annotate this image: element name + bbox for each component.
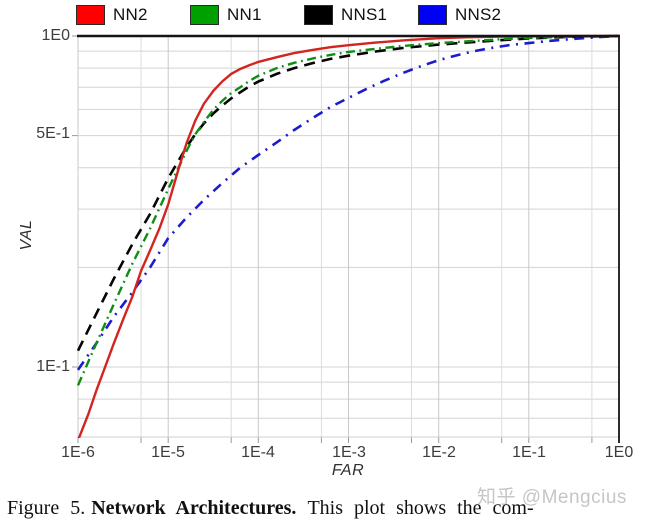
x-tick-1e-4: 1E-4 xyxy=(241,444,275,461)
x-tick-1e-5: 1E-5 xyxy=(151,444,185,461)
x-tick-1e-3: 1E-3 xyxy=(332,444,366,461)
x-axis-label: FAR xyxy=(331,462,365,479)
watermark: 知乎 @Mengcius xyxy=(477,487,627,508)
legend-item-nn2: NN2 xyxy=(76,4,148,26)
legend-label-nns1: NNS1 xyxy=(341,5,388,24)
y-axis-label: VAL xyxy=(18,219,35,251)
x-tick-1e-2: 1E-2 xyxy=(422,444,456,461)
x-tick-1e0: 1E0 xyxy=(604,444,634,461)
y-tick-5e-1: 5E-1 xyxy=(36,125,70,142)
legend-label-nns2: NNS2 xyxy=(455,5,502,24)
x-tick-1e-1: 1E-1 xyxy=(512,444,546,461)
x-tick-1e-6: 1E-6 xyxy=(61,444,95,461)
caption-text: This plot shows the com- xyxy=(307,497,534,519)
legend-item-nns2: NNS2 xyxy=(418,4,501,26)
caption-figure-label: Figure 5. xyxy=(7,497,86,519)
caption-title: Network Architectures. xyxy=(91,497,297,519)
plot-area: 1E0 5E-1 1E-1 1E-6 1E-5 1E-4 1E-3 1E-2 1… xyxy=(18,27,634,479)
legend-item-nn1: NN1 xyxy=(190,4,262,26)
legend-swatch-nn2 xyxy=(76,5,105,25)
y-tick-1e-1: 1E-1 xyxy=(36,358,70,375)
figure-caption: Figure 5. Network Architectures. This plot… xyxy=(7,497,641,520)
legend-item-nns1: NNS1 xyxy=(304,4,387,26)
legend-swatch-nn1 xyxy=(190,5,219,25)
legend-label-nn2: NN2 xyxy=(113,5,148,24)
legend-label-nn1: NN1 xyxy=(227,5,262,24)
val-far-chart xyxy=(72,34,620,443)
y-tick-1e0: 1E0 xyxy=(41,27,70,44)
legend-swatch-nns1 xyxy=(304,5,333,25)
chart-legend: NN2 NN1 NNS1 NNS2 xyxy=(0,0,645,30)
legend-swatch-nns2 xyxy=(418,5,447,25)
